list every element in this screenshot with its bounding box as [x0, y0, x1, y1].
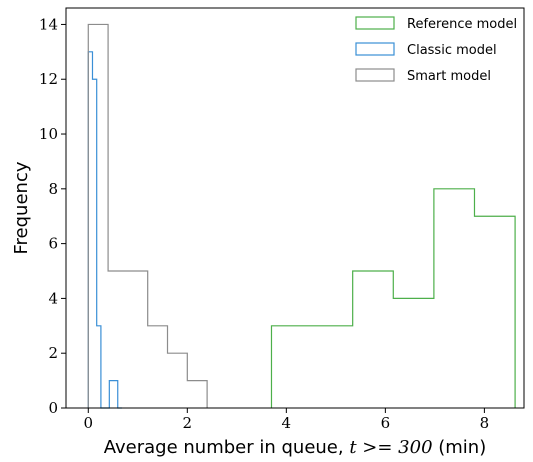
y-axis-label: Frequency	[11, 161, 32, 254]
legend-swatch	[355, 68, 395, 82]
y-tick-label: 2	[48, 344, 58, 362]
x-axis-label: Average number in queue, t >= 300 (min)	[104, 437, 487, 458]
y-tick-label: 4	[48, 289, 58, 307]
x-tick-label: 6	[381, 414, 391, 432]
y-tick-label: 0	[48, 399, 58, 417]
series-smart-model-outline	[87, 23, 208, 408]
series-classic-model-outline	[87, 51, 122, 409]
y-tick-label: 6	[48, 235, 58, 253]
legend-swatch	[355, 16, 395, 30]
legend-label: Reference model	[407, 17, 517, 32]
y-axis-ticks: 0 2 4 6 8 10 12 14	[39, 15, 66, 417]
y-tick-label: 10	[39, 125, 58, 143]
x-tick-label: 8	[480, 414, 490, 432]
plot-frame	[65, 7, 525, 409]
legend: Reference model Classic model Smart model	[355, 16, 517, 84]
legend-label: Classic model	[407, 43, 497, 58]
y-tick-label: 12	[39, 70, 58, 88]
x-axis-ticks: 0 2 4 6 8	[84, 408, 490, 432]
y-tick-label: 8	[48, 180, 58, 198]
x-tick-label: 4	[282, 414, 292, 432]
x-tick-label: 0	[84, 414, 94, 432]
legend-label: Smart model	[407, 69, 491, 84]
legend-swatch	[355, 42, 395, 56]
y-tick-label: 14	[39, 15, 58, 33]
series-reference-model-outline	[270, 188, 516, 408]
x-tick-label: 2	[183, 414, 193, 432]
